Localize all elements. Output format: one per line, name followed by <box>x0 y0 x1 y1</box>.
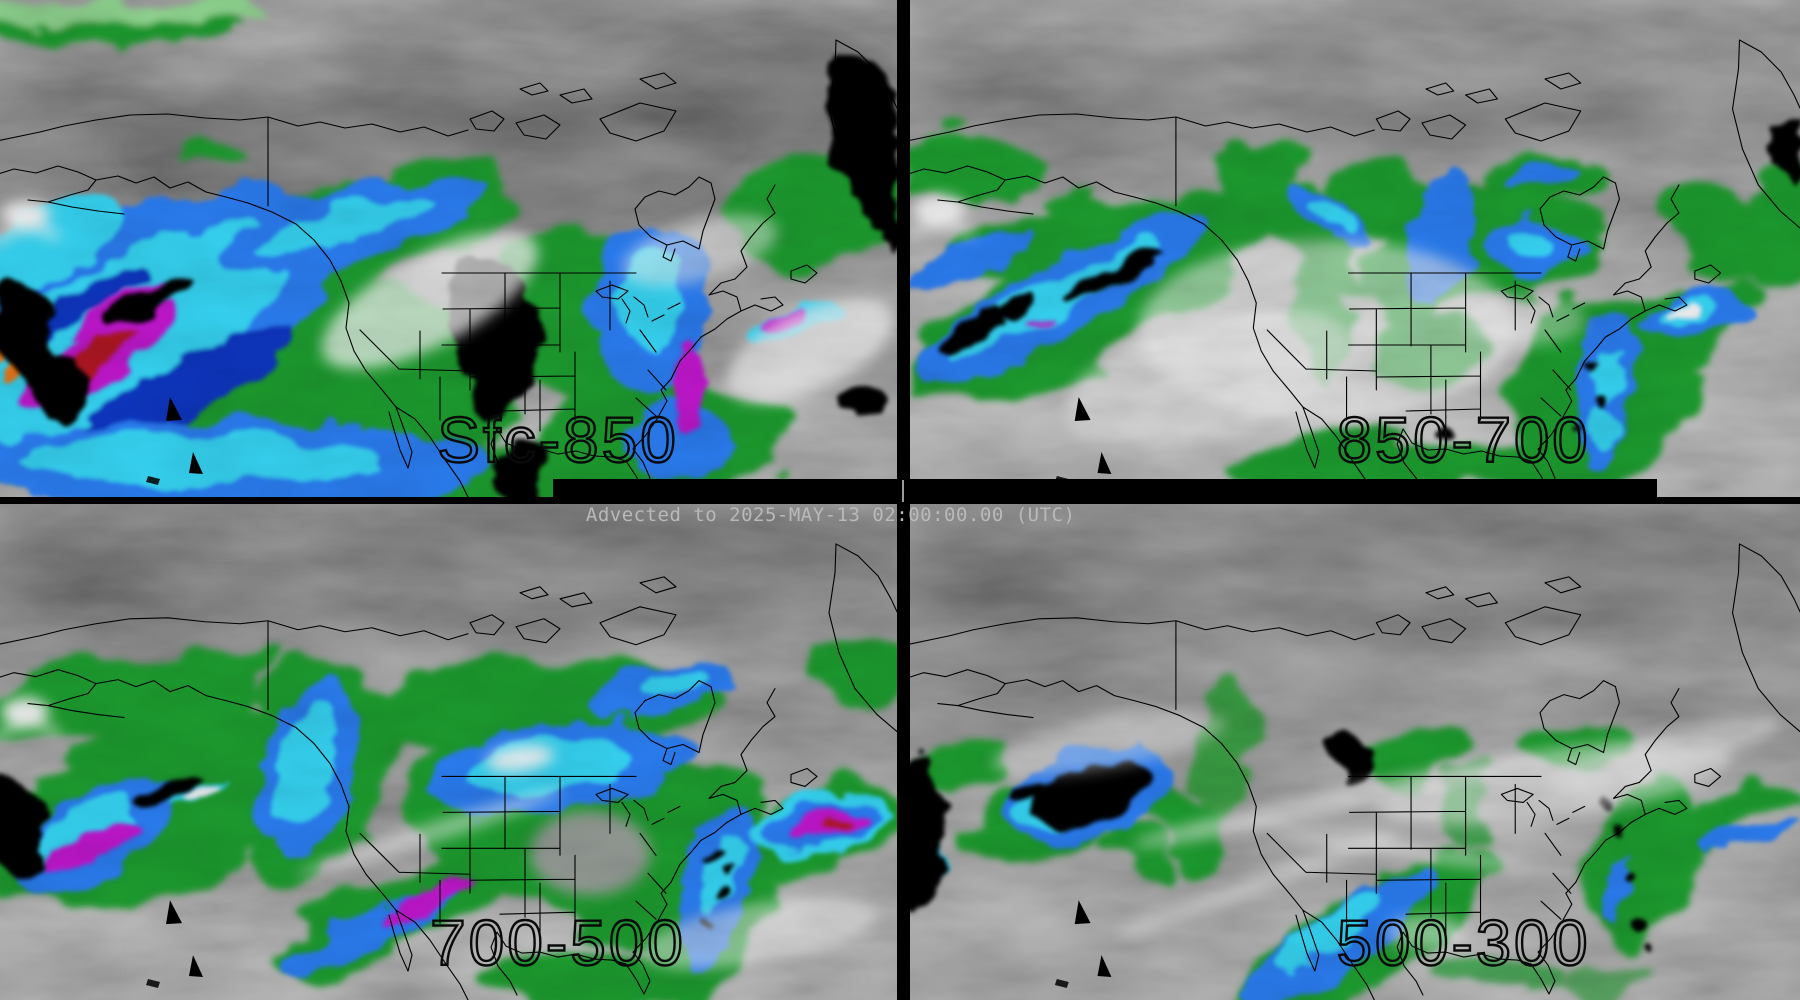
panel-850-700: 850-700 <box>910 0 1800 497</box>
panel-sfc-850: Sfc-850 <box>0 0 897 497</box>
advection-banner-text: Advected to 2025-MAY-13 02:00:00.00 (UTC… <box>585 504 1076 526</box>
panel-label-500-300: 500-300 <box>1337 908 1591 979</box>
panel-700-500: 700-500 <box>0 504 897 1000</box>
map-canvas-850-700: 850-700 <box>910 0 1800 497</box>
map-canvas-sfc-850: Sfc-850 <box>0 0 897 497</box>
map-canvas-500-300: 500-300 <box>910 504 1800 1000</box>
grain-texture <box>910 0 1800 497</box>
grain-texture <box>910 504 1800 1000</box>
advection-banner: Advected to 2025-MAY-13 02:00:00.00 (UTC… <box>553 479 1657 526</box>
panel-label-sfc-850: Sfc-850 <box>437 404 679 476</box>
panel-label-700-500: 700-500 <box>430 907 686 979</box>
grain-texture <box>0 0 897 497</box>
panel-label-850-700: 850-700 <box>1337 404 1591 476</box>
grain-texture <box>0 504 897 1000</box>
panel-500-300: 500-300 <box>910 504 1800 1000</box>
map-canvas-700-500: 700-500 <box>0 504 897 1000</box>
banner-divider-mark <box>902 480 904 502</box>
